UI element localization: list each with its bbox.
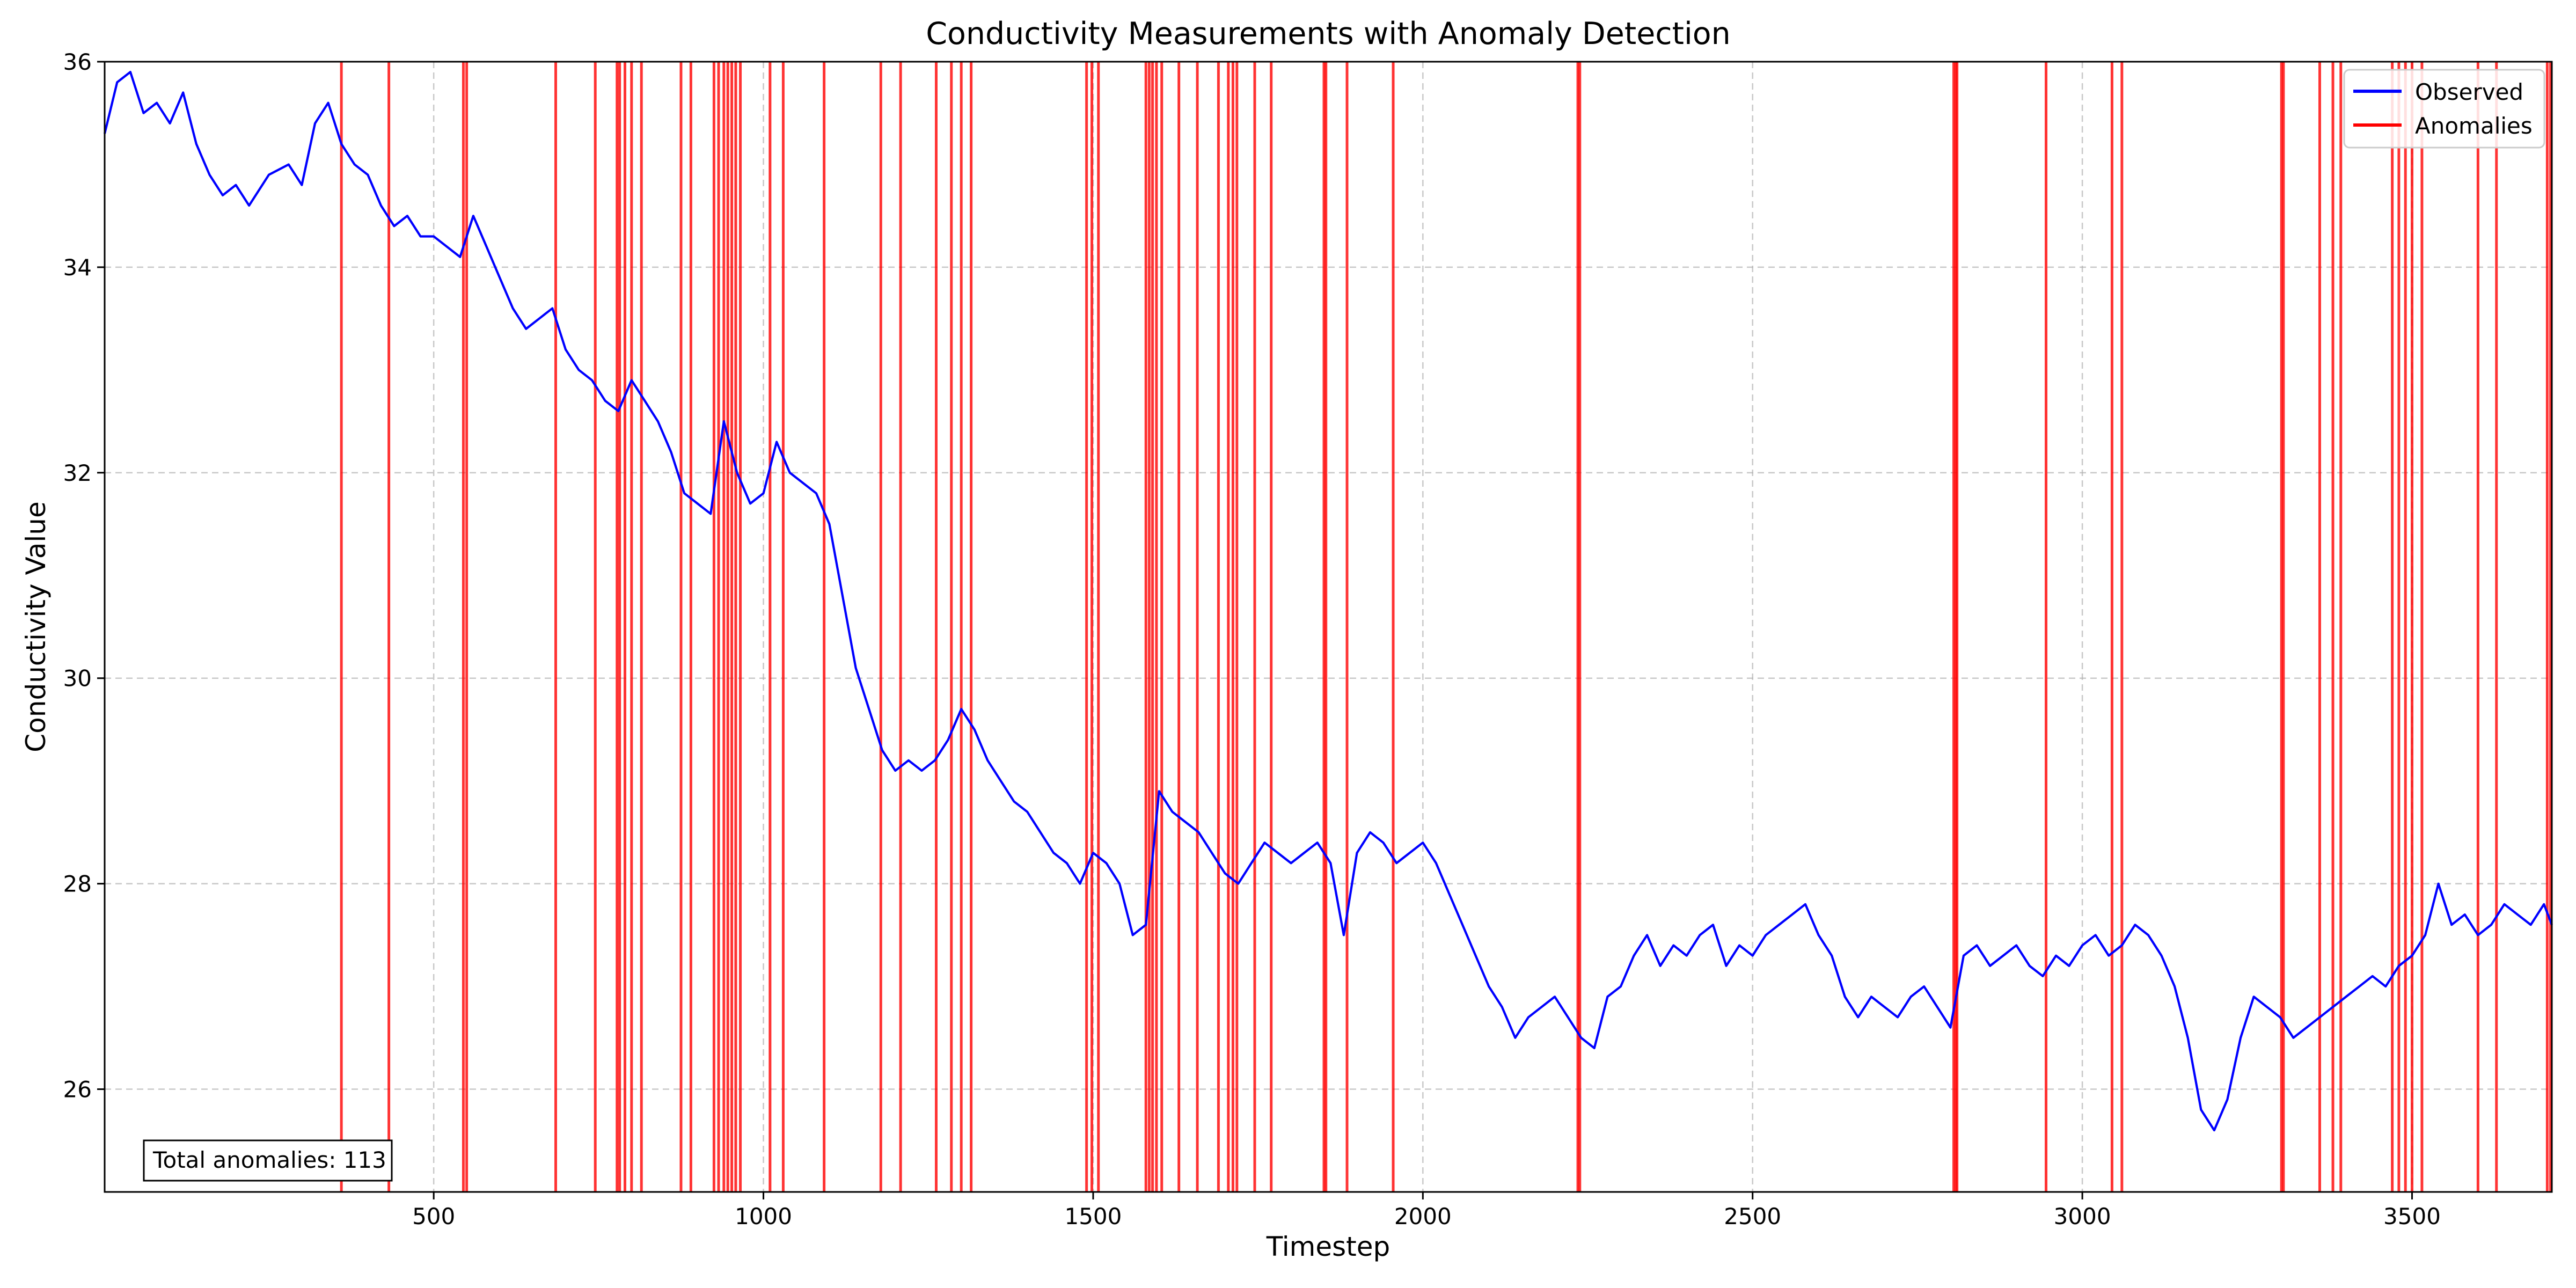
legend-box — [2343, 69, 2545, 149]
y-tick-label: 28 — [63, 871, 92, 897]
x-tick-label: 1000 — [735, 1203, 792, 1230]
anomaly-count-box: Total anomalies: 113 — [143, 1139, 393, 1182]
anomaly-count-text: Total anomalies: 113 — [152, 1147, 386, 1173]
observed-series-line — [103, 71, 2553, 1132]
x-axis-label: Timestep — [1266, 1231, 1391, 1262]
y-tick-label: 26 — [63, 1077, 92, 1103]
y-tick-label: 32 — [63, 460, 92, 486]
plot-frame — [104, 61, 2553, 1193]
legend-observed-label: Observed — [2415, 79, 2523, 105]
x-tick-label: 2500 — [1724, 1203, 1781, 1230]
x-axis: 500 1000 1500 2000 2500 3000 3500 — [412, 1192, 2441, 1230]
legend: Observed Anomalies — [2343, 69, 2545, 149]
y-tick-label: 30 — [63, 665, 92, 692]
anomaly-lines — [340, 62, 2552, 1192]
x-tick-label: 500 — [412, 1203, 455, 1230]
legend-anomalies-label: Anomalies — [2415, 113, 2533, 139]
chart-title: Conductivity Measurements with Anomaly D… — [926, 16, 1731, 52]
y-tick-label: 36 — [63, 49, 92, 75]
x-tick-label: 3000 — [2054, 1203, 2111, 1230]
x-tick-label: 1500 — [1064, 1203, 1122, 1230]
x-tick-label: 2000 — [1394, 1203, 1452, 1230]
y-tick-label: 34 — [63, 254, 92, 281]
y-axis-label: Conductivity Value — [20, 501, 52, 752]
y-axis: 26 28 30 32 34 36 — [63, 49, 105, 1103]
x-tick-label: 3500 — [2383, 1203, 2441, 1230]
anomaly-count-frame — [143, 1139, 393, 1182]
